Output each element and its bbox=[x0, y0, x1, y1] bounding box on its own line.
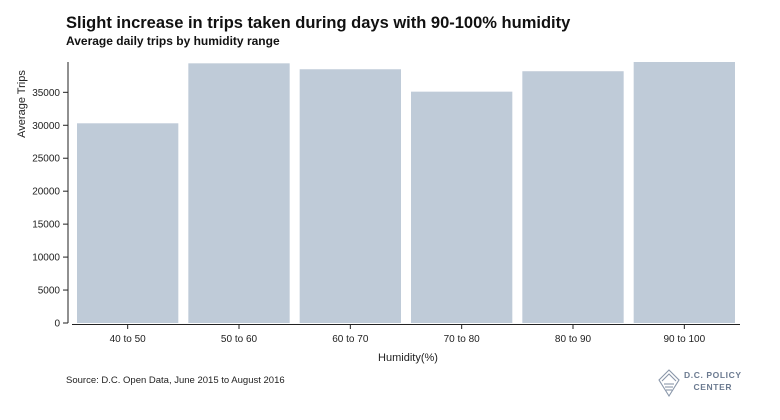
x-tick-label: 50 to 60 bbox=[221, 334, 258, 345]
y-axis-label: Average Trips bbox=[16, 70, 28, 138]
source-note: Source: D.C. Open Data, June 2015 to Aug… bbox=[66, 375, 285, 386]
x-tick-label: 90 to 100 bbox=[663, 334, 705, 345]
x-tick-label: 70 to 80 bbox=[444, 334, 481, 345]
y-tick-label: 0 bbox=[54, 319, 60, 330]
dc-map-icon bbox=[658, 369, 680, 398]
bar-50-to-60 bbox=[188, 63, 290, 324]
y-tick-label: 20000 bbox=[32, 187, 60, 198]
x-tick-label: 60 to 70 bbox=[332, 334, 369, 345]
bars bbox=[77, 62, 735, 324]
bar-70-to-80 bbox=[411, 91, 513, 323]
y-tick-label: 25000 bbox=[32, 154, 60, 165]
chart-title: Slight increase in trips taken during da… bbox=[66, 14, 571, 32]
y-tick-label: 30000 bbox=[32, 121, 60, 132]
y-tick-label: 35000 bbox=[32, 88, 60, 99]
logo-text-line2: CENTER bbox=[693, 382, 733, 392]
chart-subtitle: Average daily trips by humidity range bbox=[66, 34, 280, 48]
bar-90-to-100 bbox=[633, 62, 735, 323]
x-axis: 40 to 50 50 to 60 60 to 70 70 to 80 80 to 90… bbox=[72, 324, 740, 345]
y-axis: 0 5000 10000 15000 20000 25000 30000 35000 bbox=[32, 62, 69, 330]
bar-80-to-90 bbox=[522, 71, 624, 324]
x-tick-label: 40 to 50 bbox=[110, 334, 147, 345]
bar-40-to-50 bbox=[77, 123, 179, 323]
logo-text-line1: D.C. POLICY bbox=[684, 370, 742, 380]
bar-60-to-70 bbox=[299, 69, 401, 323]
x-tick-label: 80 to 90 bbox=[555, 334, 592, 345]
y-tick-label: 5000 bbox=[38, 286, 61, 297]
x-axis-label: Humidity(%) bbox=[378, 352, 438, 364]
y-tick-label: 15000 bbox=[32, 220, 60, 231]
dc-policy-center-logo: D.C. POLICY CENTER bbox=[656, 366, 766, 402]
y-tick-label: 10000 bbox=[32, 253, 60, 264]
